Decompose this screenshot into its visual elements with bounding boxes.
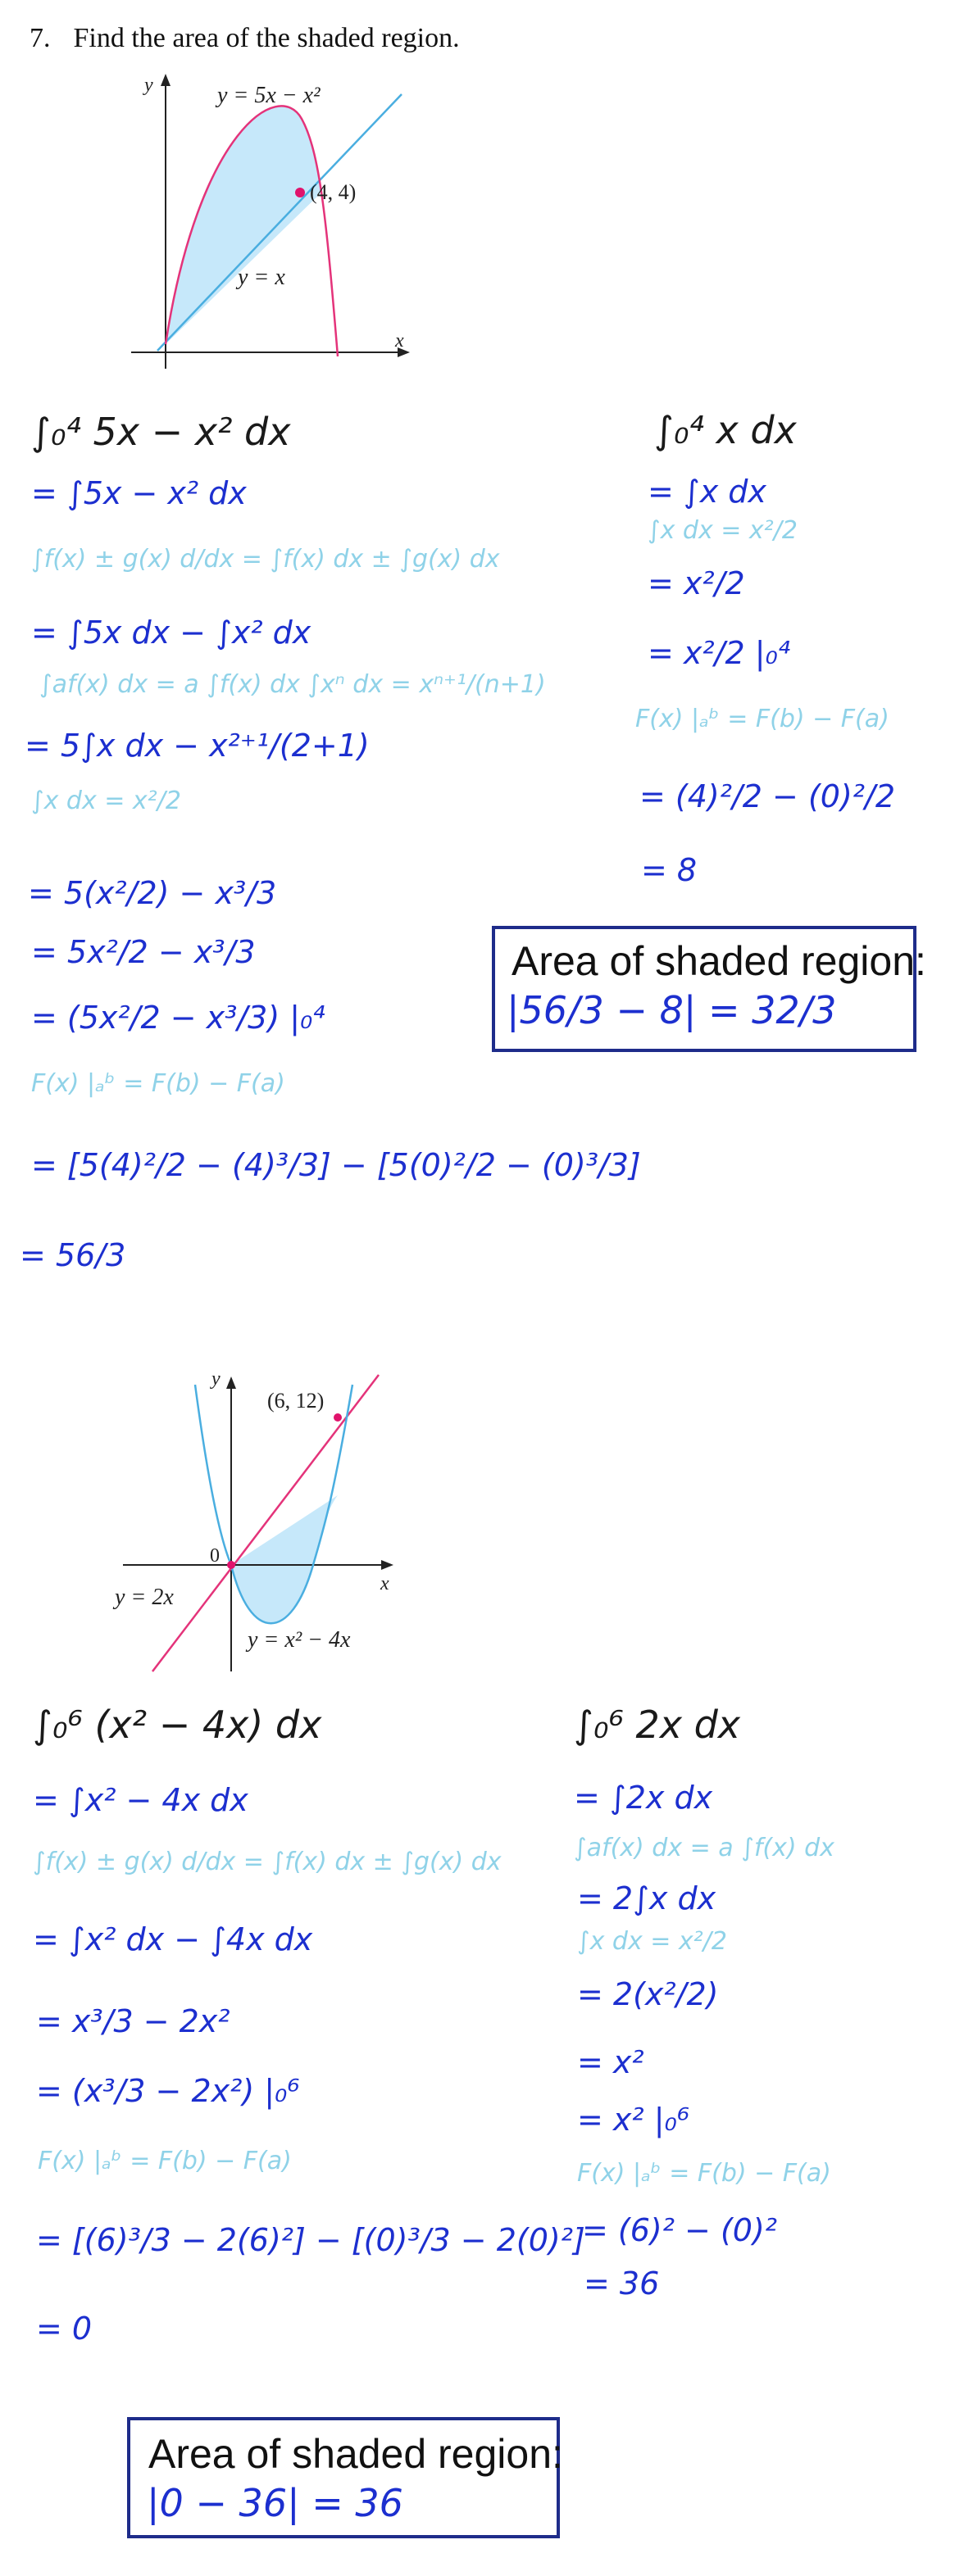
graph-1-point-label: (4, 4) (310, 180, 356, 204)
part1-right-line-7: = (4)²/2 − (0)²/2 (639, 778, 895, 814)
graph-1-line-label: y = x (235, 265, 285, 290)
part2-right-line-10: = (6)² − (0)² (582, 2212, 778, 2248)
part2-left-line-5: = x³/3 − 2x² (36, 2003, 230, 2039)
graph-2-y-label: y (210, 1368, 221, 1390)
problem-text: Find the area of the shaded region. (73, 23, 460, 53)
answer-2-value: |0 − 36| = 36 (147, 2481, 403, 2525)
graph-1-intersection-point (295, 188, 305, 197)
part1-left-line-12: = [5(4)²/2 − (4)³/3] − [5(0)²/2 − (0)³/3… (31, 1147, 641, 1183)
part1-left-line-4: = ∫5x dx − ∫x² dx (31, 615, 311, 651)
part1-right-line-8: = 8 (641, 852, 698, 888)
part2-left-line-6: = (x³/3 − 2x²) |₀⁶ (36, 2073, 300, 2109)
graph-1-y-label: y (143, 75, 153, 96)
part2-left-line-8: = [(6)³/3 − 2(6)²] − [(0)³/3 − 2(0)²] (36, 2222, 585, 2258)
part2-left-line-3: ∫f(x) ± g(x) d/dx = ∫f(x) dx ± ∫g(x) dx (33, 1848, 502, 1876)
graph-2: y x 0 (6, 12) y = 2x y = x² − 4x (112, 1368, 393, 1672)
answer-1-value: |56/3 − 8| = 32/3 (507, 988, 837, 1032)
part1-left-line-6: = 5∫x dx − x²⁺¹/(2+1) (25, 728, 370, 764)
part2-right-line-9: F(x) |ₐᵇ = F(b) − F(a) (577, 2159, 831, 2188)
graph-1-curve-label: y = 5x − x² (215, 83, 321, 108)
part2-left-line-2: = ∫x² − 4x dx (33, 1782, 248, 1818)
part1-right-line-2: = ∫x dx (648, 474, 766, 510)
graph-1-x-label: x (394, 330, 404, 351)
answer-2-title: Area of shaded region: (148, 2431, 563, 2477)
part1-left-line-2: = ∫5x − x² dx (31, 475, 247, 511)
part1-left-line-9: = 5x²/2 − x³/3 (31, 934, 256, 970)
graph-2-line-label: y = 2x (112, 1585, 174, 1610)
part2-left-line-7: F(x) |ₐᵇ = F(b) − F(a) (38, 2147, 292, 2175)
graph-2-x-arrow (381, 1560, 393, 1570)
part1-left-line-11: F(x) |ₐᵇ = F(b) − F(a) (31, 1069, 285, 1098)
part2-right-line-1: ∫₀⁶ 2x dx (574, 1703, 741, 1747)
graph-1-shaded-region (166, 106, 321, 344)
part2-left-line-1: ∫₀⁶ (x² − 4x) dx (33, 1703, 322, 1747)
part2-right-line-5: ∫x dx = x²/2 (577, 1927, 727, 1956)
graph-1-line (157, 93, 402, 351)
part1-left-line-1: ∫₀⁴ 5x − x² dx (31, 410, 291, 454)
part1-left-line-8: = 5(x²/2) − x³/3 (28, 875, 277, 911)
graph-2-intersection-point (334, 1413, 342, 1422)
graph-2-origin-label: 0 (210, 1545, 220, 1567)
part2-left-line-9: = 0 (36, 2311, 93, 2347)
part1-right-line-5: = x²/2 |₀⁴ (648, 635, 790, 671)
part2-right-line-6: = 2(x²/2) (577, 1976, 719, 2012)
part2-right-line-3: ∫af(x) dx = a ∫f(x) dx (574, 1834, 834, 1862)
answer-1-title: Area of shaded region: (512, 938, 926, 984)
graph-2-curve (193, 1384, 354, 1625)
graph-1-y-arrow (161, 74, 171, 86)
part1-right-line-6: F(x) |ₐᵇ = F(b) − F(a) (635, 705, 889, 733)
part1-left-line-7: ∫x dx = x²/2 (31, 787, 181, 815)
part1-left-line-3: ∫f(x) ± g(x) d/dx = ∫f(x) dx ± ∫g(x) dx (31, 545, 500, 574)
graph-2-line (152, 1374, 380, 1672)
answer-box-2: Area of shaded region: |0 − 36| = 36 (127, 2417, 563, 2538)
part2-right-line-4: = 2∫x dx (577, 1880, 716, 1916)
part2-right-line-8: = x² |₀⁶ (577, 2102, 689, 2138)
graph-2-curve-label: y = x² − 4x (245, 1627, 351, 1653)
graph-1-x-arrow (398, 347, 410, 357)
graph-2-point-label: (6, 12) (267, 1389, 324, 1413)
answer-box-1: Area of shaded region: |56/3 − 8| = 32/3 (492, 926, 926, 1052)
part1-right-line-1: ∫₀⁴ x dx (654, 408, 797, 452)
graph-1-curve (164, 105, 339, 357)
graph-2-shaded-region (231, 1495, 338, 1624)
part1-left-line-10: = (5x²/2 − x³/3) |₀⁴ (31, 1000, 325, 1036)
graph-1: y x y = 5x − x² (4, 4) y = x (131, 74, 410, 369)
part1-right-line-3: ∫x dx = x²/2 (648, 516, 798, 545)
graph-2-y-arrow (226, 1376, 236, 1389)
part2-right-line-2: = ∫2x dx (574, 1780, 713, 1816)
graph-2-origin-point (227, 1561, 235, 1569)
part1-left-line-13: = 56/3 (20, 1237, 126, 1273)
graph-2-x-label: x (380, 1573, 389, 1594)
part2-right-line-7: = x² (577, 2044, 644, 2080)
problem-number: 7. (30, 23, 51, 53)
part2-left-line-4: = ∫x² dx − ∫4x dx (33, 1921, 313, 1957)
problem-statement: 7. Find the area of the shaded region. (30, 23, 460, 54)
part1-right-line-4: = x²/2 (648, 565, 745, 601)
part2-right-line-11: = 36 (584, 2265, 660, 2302)
part1-left-line-5: ∫af(x) dx = a ∫f(x) dx ∫xⁿ dx = xⁿ⁺¹/(n+… (39, 670, 546, 699)
